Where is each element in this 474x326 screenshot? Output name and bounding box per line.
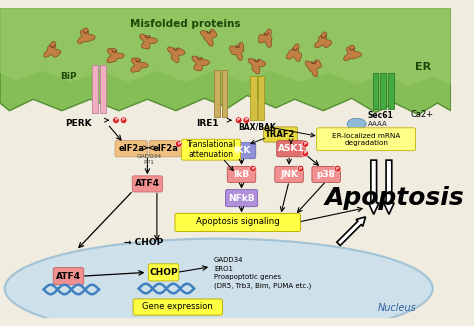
Ellipse shape	[347, 118, 366, 130]
Text: Misfolded proteins: Misfolded proteins	[130, 20, 241, 29]
Text: GADD34
ERO1
Proapoptotic genes
(DR5, Trb3, Bim, PUMA etc.): GADD34 ERO1 Proapoptotic genes (DR5, Trb…	[214, 257, 311, 289]
FancyArrow shape	[337, 217, 365, 245]
Circle shape	[175, 141, 182, 147]
Text: BiP: BiP	[60, 72, 77, 81]
Text: P: P	[245, 118, 248, 122]
Bar	[250, 77, 257, 120]
FancyBboxPatch shape	[53, 268, 84, 285]
Circle shape	[302, 141, 309, 147]
Circle shape	[113, 117, 119, 124]
Text: IkB: IkB	[233, 170, 250, 179]
Text: Sec61: Sec61	[367, 111, 393, 120]
Ellipse shape	[5, 239, 433, 326]
Text: Translational
attenuation: Translational attenuation	[186, 140, 236, 159]
Text: P: P	[304, 142, 307, 146]
Bar	[373, 73, 378, 109]
Text: Gene expression: Gene expression	[143, 302, 213, 311]
FancyBboxPatch shape	[227, 166, 256, 183]
Text: P: P	[299, 167, 302, 171]
Bar	[92, 65, 98, 112]
Polygon shape	[77, 28, 95, 43]
Text: Apoptosis: Apoptosis	[325, 186, 465, 210]
Text: ER: ER	[415, 62, 431, 72]
Bar	[221, 70, 227, 117]
Text: eIF2a: eIF2a	[153, 144, 178, 153]
FancyBboxPatch shape	[182, 139, 241, 160]
FancyBboxPatch shape	[312, 166, 340, 183]
FancyBboxPatch shape	[225, 190, 258, 207]
Text: eIF2a: eIF2a	[118, 144, 144, 153]
Polygon shape	[107, 49, 124, 63]
Text: Apoptosis signaling: Apoptosis signaling	[196, 217, 280, 227]
Text: JNK: JNK	[280, 170, 298, 179]
FancyBboxPatch shape	[133, 299, 222, 315]
FancyBboxPatch shape	[317, 128, 416, 151]
Text: PERK: PERK	[64, 119, 91, 128]
Text: AAAA: AAAA	[368, 121, 388, 127]
Circle shape	[250, 165, 256, 172]
Text: IRE1: IRE1	[196, 119, 219, 128]
Polygon shape	[0, 8, 451, 114]
Polygon shape	[229, 42, 244, 61]
Circle shape	[302, 150, 309, 157]
FancyArrow shape	[368, 160, 379, 215]
Text: P: P	[304, 152, 307, 156]
Polygon shape	[201, 29, 217, 46]
Text: P: P	[336, 167, 339, 171]
Text: NFkB: NFkB	[228, 194, 255, 203]
FancyBboxPatch shape	[264, 127, 298, 142]
Polygon shape	[192, 56, 210, 71]
Polygon shape	[44, 41, 61, 57]
FancyBboxPatch shape	[227, 142, 256, 159]
FancyBboxPatch shape	[132, 176, 163, 192]
Text: BAX/BAK: BAX/BAK	[238, 122, 275, 131]
Polygon shape	[344, 45, 361, 61]
Text: Nucleus: Nucleus	[378, 304, 417, 314]
FancyBboxPatch shape	[149, 141, 182, 157]
Text: ER-localized mRNA
degradation: ER-localized mRNA degradation	[332, 133, 401, 146]
Circle shape	[334, 165, 341, 172]
Polygon shape	[258, 29, 272, 47]
Circle shape	[236, 117, 242, 124]
Text: Ca2+: Ca2+	[411, 110, 434, 119]
Text: ASK1: ASK1	[278, 144, 304, 153]
FancyBboxPatch shape	[175, 214, 301, 231]
Bar	[258, 77, 264, 120]
Bar	[388, 73, 394, 109]
Circle shape	[243, 117, 250, 124]
Bar	[100, 65, 106, 112]
Bar	[380, 73, 386, 109]
Polygon shape	[167, 47, 185, 63]
Polygon shape	[286, 44, 302, 61]
Text: CHOP: CHOP	[149, 268, 178, 277]
FancyBboxPatch shape	[277, 141, 305, 157]
FancyBboxPatch shape	[115, 141, 147, 157]
Text: IKK: IKK	[233, 146, 250, 155]
Polygon shape	[305, 60, 321, 77]
Circle shape	[120, 117, 127, 124]
Text: ATF4: ATF4	[56, 272, 81, 281]
FancyBboxPatch shape	[148, 264, 179, 281]
Polygon shape	[131, 58, 148, 72]
Text: GADD34
PP1: GADD34 PP1	[137, 155, 162, 165]
Polygon shape	[248, 58, 266, 74]
Text: → CHOP: → CHOP	[124, 238, 163, 247]
Text: P: P	[122, 118, 125, 122]
Text: p38: p38	[317, 170, 336, 179]
Text: P: P	[177, 142, 180, 146]
Circle shape	[297, 165, 304, 172]
Text: TRAF2: TRAF2	[265, 130, 296, 139]
Polygon shape	[315, 32, 332, 48]
Polygon shape	[139, 34, 157, 49]
Text: P: P	[237, 118, 240, 122]
Text: ATF4: ATF4	[135, 179, 160, 188]
Text: P: P	[114, 118, 118, 122]
Polygon shape	[0, 8, 451, 86]
FancyArrow shape	[383, 160, 394, 215]
Text: P: P	[251, 167, 255, 171]
FancyBboxPatch shape	[275, 166, 303, 183]
Bar	[214, 70, 219, 117]
